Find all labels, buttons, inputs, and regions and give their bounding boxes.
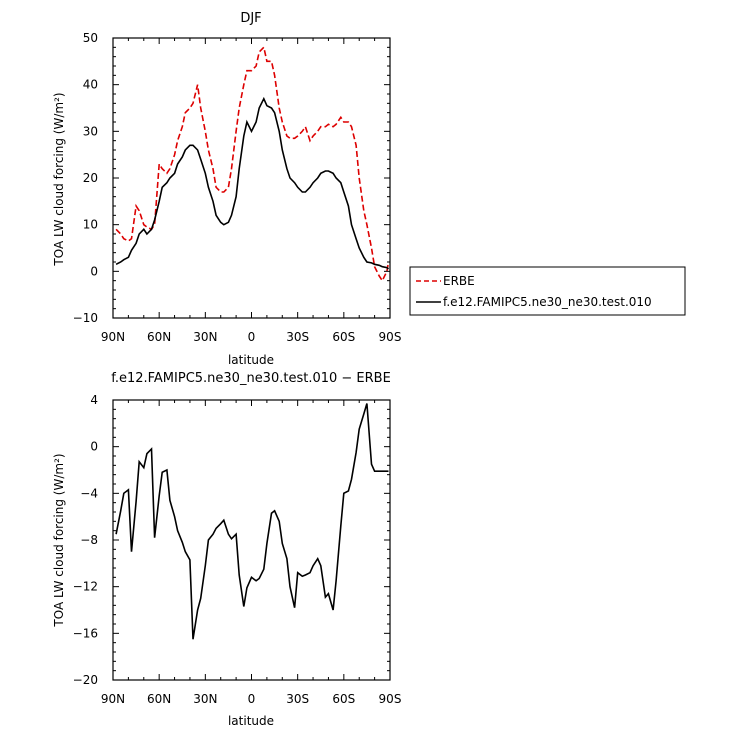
bottom-x-axis-label: latitude (228, 714, 274, 728)
x-tick-label: 30S (286, 330, 309, 344)
top-panel: DJF 90N 60N 30N 0 30S 60S 90S −10 0 10 20 30 40 50 la… (52, 11, 401, 367)
series-line-0-0 (115, 45, 390, 283)
legend-box (409, 266, 686, 316)
y-tick-label: −8 (80, 533, 98, 547)
bottom-y-axis-label: TOA LW cloud forcing (W/m²) (52, 453, 66, 627)
y-tick-label: −4 (80, 486, 98, 500)
y-tick-label: 0 (90, 440, 98, 454)
bottom-plot-area: 90N 60N 30N 0 30S 60S 90S −20 −16 −12 −8 −4 0 4 (73, 393, 402, 706)
legend: ERBE f.e12.FAMIPC5.ne30_ne30.test.010 (409, 266, 686, 316)
legend-label-model: f.e12.FAMIPC5.ne30_ne30.test.010 (443, 295, 652, 309)
plot-frame-1 (112, 399, 391, 681)
y-tick-label: −12 (73, 580, 98, 594)
x-tick-label: 0 (248, 330, 256, 344)
y-tick-label: 4 (90, 393, 98, 407)
top-y-axis-label: TOA LW cloud forcing (W/m²) (52, 92, 66, 266)
x-tick-label: 0 (248, 692, 256, 706)
y-tick-label: 30 (83, 124, 98, 138)
y-tick-label: −20 (73, 673, 98, 687)
y-tick-label: 10 (83, 218, 98, 232)
top-panel-title: DJF (240, 11, 261, 26)
x-tick-label: 60S (332, 692, 355, 706)
y-tick-label: −16 (73, 626, 98, 640)
x-tick-label: 30N (193, 692, 217, 706)
x-tick-label: 60N (147, 692, 171, 706)
x-tick-label: 90N (101, 330, 125, 344)
series-line-0-1 (115, 96, 390, 270)
y-tick-label: 50 (83, 31, 98, 45)
legend-label-erbe: ERBE (443, 274, 475, 288)
x-tick-label: 30N (193, 330, 217, 344)
bottom-panel: f.e12.FAMIPC5.ne30_ne30.test.010 − ERBE … (52, 371, 401, 728)
y-tick-label: 40 (83, 78, 98, 92)
x-tick-label: 90N (101, 692, 125, 706)
plot-frame-0 (112, 37, 391, 319)
x-tick-label: 60S (332, 330, 355, 344)
series-line-1-0 (115, 403, 389, 640)
y-tick-label: −10 (73, 311, 98, 325)
x-tick-label: 60N (147, 330, 171, 344)
x-tick-label: 30S (286, 692, 309, 706)
top-plot-area: 90N 60N 30N 0 30S 60S 90S −10 0 10 20 30 40 50 (73, 31, 402, 344)
x-tick-label: 90S (379, 330, 402, 344)
top-x-axis-label: latitude (228, 353, 274, 367)
x-tick-label: 90S (379, 692, 402, 706)
y-tick-label: 0 (90, 264, 98, 278)
y-tick-label: 20 (83, 171, 98, 185)
bottom-panel-title: f.e12.FAMIPC5.ne30_ne30.test.010 − ERBE (111, 371, 391, 386)
